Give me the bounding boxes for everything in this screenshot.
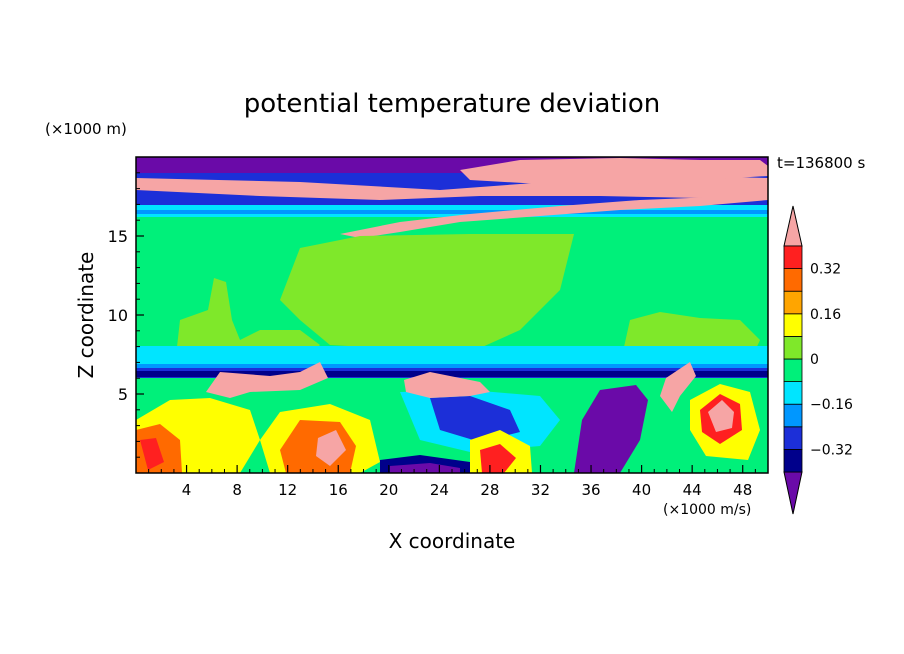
field-pink-plume-left xyxy=(206,362,328,398)
colorbar-band xyxy=(783,245,803,270)
x-tick-label: 48 xyxy=(733,481,752,499)
field-top-ltblue xyxy=(136,210,768,214)
colorbar-band xyxy=(783,381,803,405)
colorbar-band xyxy=(783,290,803,315)
field-lower-blue-swirl xyxy=(430,396,520,442)
y-tick-label: 5 xyxy=(118,385,128,404)
colorbar-band xyxy=(783,313,803,337)
x-tick-label: 24 xyxy=(430,481,449,499)
field-mid-cyan xyxy=(136,346,768,368)
x-tick-label: 20 xyxy=(379,481,398,499)
x-tick-label: 36 xyxy=(581,481,600,499)
x-tick-label: 16 xyxy=(329,481,348,499)
colorbar-tick-label: 0.32 xyxy=(810,262,841,278)
y-tick-label: 15 xyxy=(108,227,128,246)
field-upper-pink-streak xyxy=(340,196,768,238)
y-unit-label: (×1000 m) xyxy=(45,120,127,138)
field-mid-navy xyxy=(136,371,768,377)
time-label: t=136800 s xyxy=(777,154,865,172)
colorbar-band xyxy=(783,403,803,428)
field-lower-purple-block xyxy=(574,385,648,473)
field-lower-red-center xyxy=(480,444,516,473)
colorbar-band xyxy=(783,335,803,360)
field-mid-ltblue xyxy=(136,364,768,370)
x-axis-label: X coordinate xyxy=(389,529,516,553)
x-tick-label: 44 xyxy=(683,481,702,499)
field-lower-purple-strip xyxy=(390,463,460,473)
colorbar-tick-label: 0 xyxy=(810,352,819,368)
y-axis-label: Z coordinate xyxy=(74,252,98,379)
colorbar: 0.32 0.16 0 −0.16 −0.32 xyxy=(783,205,853,515)
field-upper-green-plume xyxy=(280,234,574,350)
colorbar-band xyxy=(783,426,803,450)
colorbar-band xyxy=(783,268,803,292)
field-pink-plume-right xyxy=(660,362,696,412)
field-top-pink-cap xyxy=(460,158,768,184)
x-tick-label: 32 xyxy=(531,481,550,499)
x-tick-label: 4 xyxy=(182,481,192,499)
colorbar-band xyxy=(783,448,803,473)
x-tick-label: 12 xyxy=(278,481,297,499)
y-axis: 5 10 15 xyxy=(108,172,144,458)
field-lower-red-left xyxy=(140,438,164,470)
x-axis: 4 8 12 16 20 24 28 32 36 40 44 48 xyxy=(148,465,756,499)
field-lower-pink-mid xyxy=(316,430,346,466)
x-unit-label: (×1000 m/s) xyxy=(663,502,751,518)
contour-field xyxy=(136,157,768,473)
x-tick-label: 8 xyxy=(232,481,242,499)
chart-title: potential temperature deviation xyxy=(244,89,660,119)
y-tick-label: 10 xyxy=(108,306,128,325)
x-tick-label: 40 xyxy=(632,481,651,499)
colorbar-top-extend xyxy=(783,205,803,247)
colorbar-tick-label: 0.16 xyxy=(810,307,841,323)
colorbar-tick-label: −0.16 xyxy=(810,397,853,413)
colorbar-tick-label: −0.32 xyxy=(810,442,853,458)
field-pink-plume-center xyxy=(404,372,490,398)
field-lower-pink-right xyxy=(708,400,734,432)
x-tick-label: 28 xyxy=(480,481,499,499)
colorbar-bottom-extend xyxy=(783,471,803,515)
colorbar-band xyxy=(783,358,803,383)
